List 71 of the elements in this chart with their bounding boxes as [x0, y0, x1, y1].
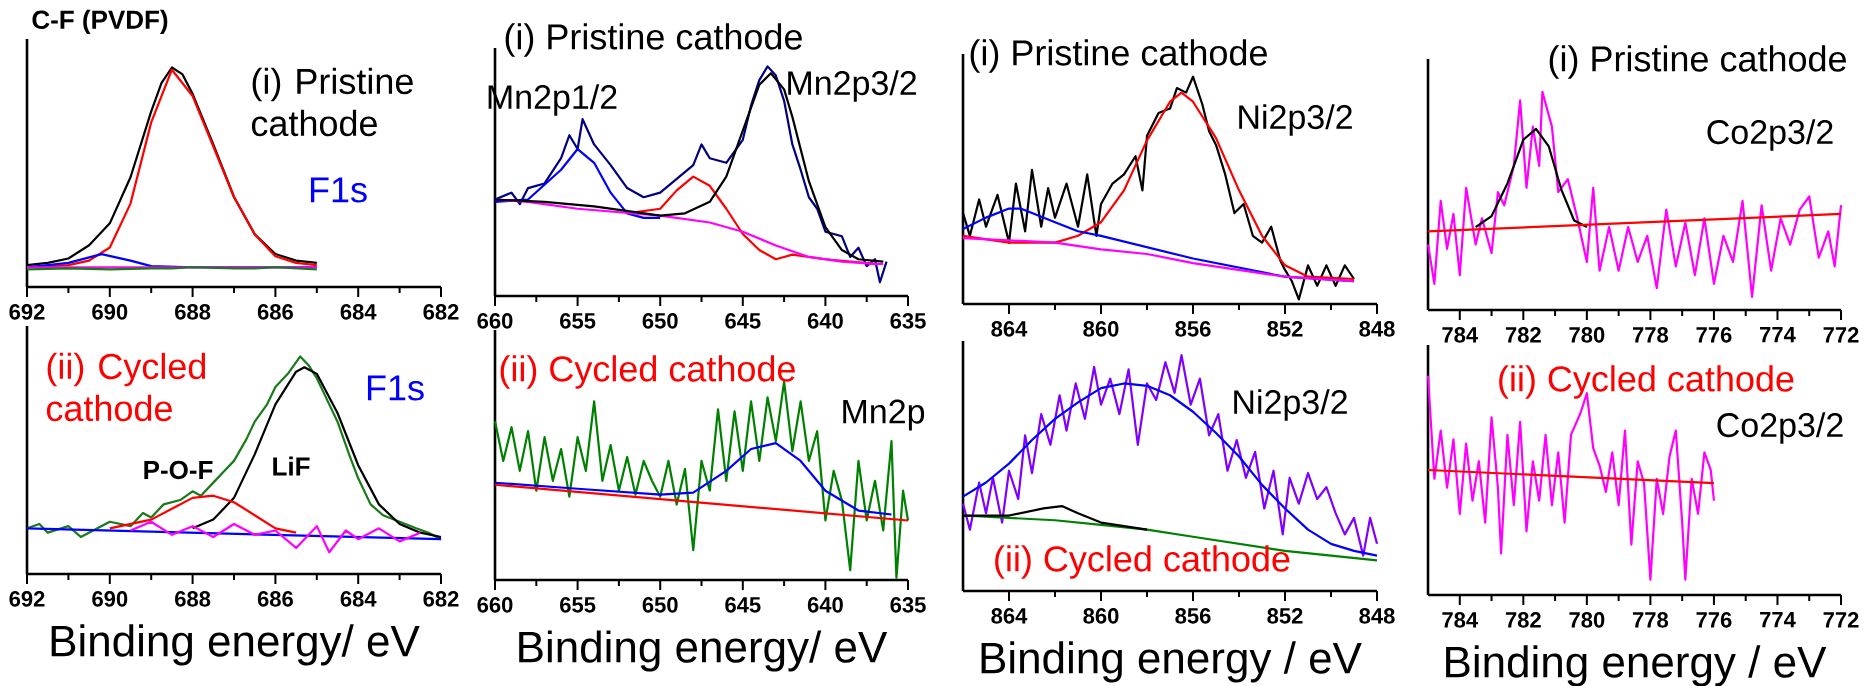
text: C-F (PVDF)	[32, 9, 168, 35]
x-tick-label: 686	[257, 591, 293, 607]
x-tick-label: 688	[175, 591, 211, 607]
annotation: Mn2p	[843, 399, 925, 431]
x-tick-label: 864	[991, 608, 1028, 624]
x-tick-label: 690	[92, 591, 128, 607]
annotation: Ni2p3/2	[1234, 389, 1347, 421]
x-tick-label: 772	[1823, 327, 1859, 343]
x-tick-label: 692	[9, 591, 45, 607]
x-tick-label: 860	[1083, 321, 1119, 337]
x-tick-label: 784	[1442, 612, 1478, 628]
x-tick-label: 780	[1569, 612, 1605, 628]
x-tick-label: 856	[1175, 608, 1211, 624]
x-tick-label: 682	[423, 304, 459, 320]
annotation: Ni2p3/2	[1239, 104, 1352, 136]
x-tick-label: 848	[1359, 608, 1395, 624]
x-tick-label: 645	[725, 597, 761, 613]
x-tick-label: 782	[1505, 327, 1541, 343]
x-tick-label: 688	[175, 304, 211, 320]
x-tick-label: 682	[423, 591, 459, 607]
x-tick-label: 655	[560, 313, 596, 329]
x-tick-label: 660	[477, 597, 513, 613]
annotation: (i) Pristine cathode	[251, 67, 413, 137]
x-axis-title: Binding energy / eV	[1446, 645, 1827, 686]
annotation: Co2p3/2	[1717, 412, 1843, 444]
x-tick-label: 684	[340, 591, 377, 607]
x-tick-label: 660	[477, 313, 513, 329]
annotation: F1s	[367, 375, 424, 401]
annotation: F1s	[310, 177, 367, 203]
x-axis-title: Binding energy/ eV	[51, 624, 420, 666]
x-tick-label: 645	[725, 313, 761, 329]
x-tick-label: 784	[1442, 327, 1478, 343]
x-tick-label: 782	[1505, 612, 1541, 628]
annotation: (ii) Cycled cathode	[1499, 365, 1794, 399]
x-tick-label: 692	[9, 304, 45, 320]
x-tick-label: 640	[807, 597, 843, 613]
x-axis-title: Binding energy/ eV	[519, 630, 888, 672]
x-tick-label: 684	[340, 304, 377, 320]
annotation: LiF	[273, 456, 310, 476]
annotation: (ii) Cycled cathode	[46, 352, 206, 422]
x-tick-label: 686	[257, 304, 293, 320]
x-tick-label: 650	[642, 597, 678, 613]
x-tick-label: 848	[1359, 321, 1395, 337]
x-tick-label: 774	[1760, 612, 1796, 628]
x-tick-label: 778	[1632, 327, 1669, 343]
annotation: Mn2p3/2	[788, 70, 916, 102]
x-tick-label: 655	[560, 597, 596, 613]
annotation: (ii) Cycled cathode	[500, 355, 795, 389]
x-tick-label: 640	[807, 313, 843, 329]
annotation: Co2p3/2	[1707, 119, 1833, 151]
x-tick-label: 690	[92, 304, 128, 320]
x-tick-label: 772	[1823, 612, 1859, 628]
x-tick-label: 856	[1175, 321, 1211, 337]
x-tick-label: 852	[1267, 321, 1303, 337]
x-tick-label: 650	[642, 313, 678, 329]
x-tick-label: 635	[890, 597, 926, 613]
x-tick-label: 852	[1267, 608, 1303, 624]
x-axis-title: Binding energy / eV	[981, 641, 1362, 683]
x-tick-label: 864	[991, 321, 1028, 337]
x-tick-label: 776	[1696, 612, 1732, 628]
annotation: P-O-F	[144, 460, 213, 480]
x-tick-label: 774	[1760, 327, 1796, 343]
x-tick-label: 776	[1696, 327, 1732, 343]
text: (i) Pristine cathode	[970, 39, 1267, 73]
x-tick-label: 778	[1632, 612, 1669, 628]
annotation: (ii) Cycled cathode	[995, 545, 1290, 579]
x-tick-label: 635	[890, 313, 926, 329]
x-tick-label: 780	[1569, 327, 1605, 343]
text: (i) Pristine cathode	[505, 23, 802, 57]
x-tick-label: 860	[1083, 608, 1119, 624]
text: (i) Pristine cathode	[1549, 45, 1846, 79]
